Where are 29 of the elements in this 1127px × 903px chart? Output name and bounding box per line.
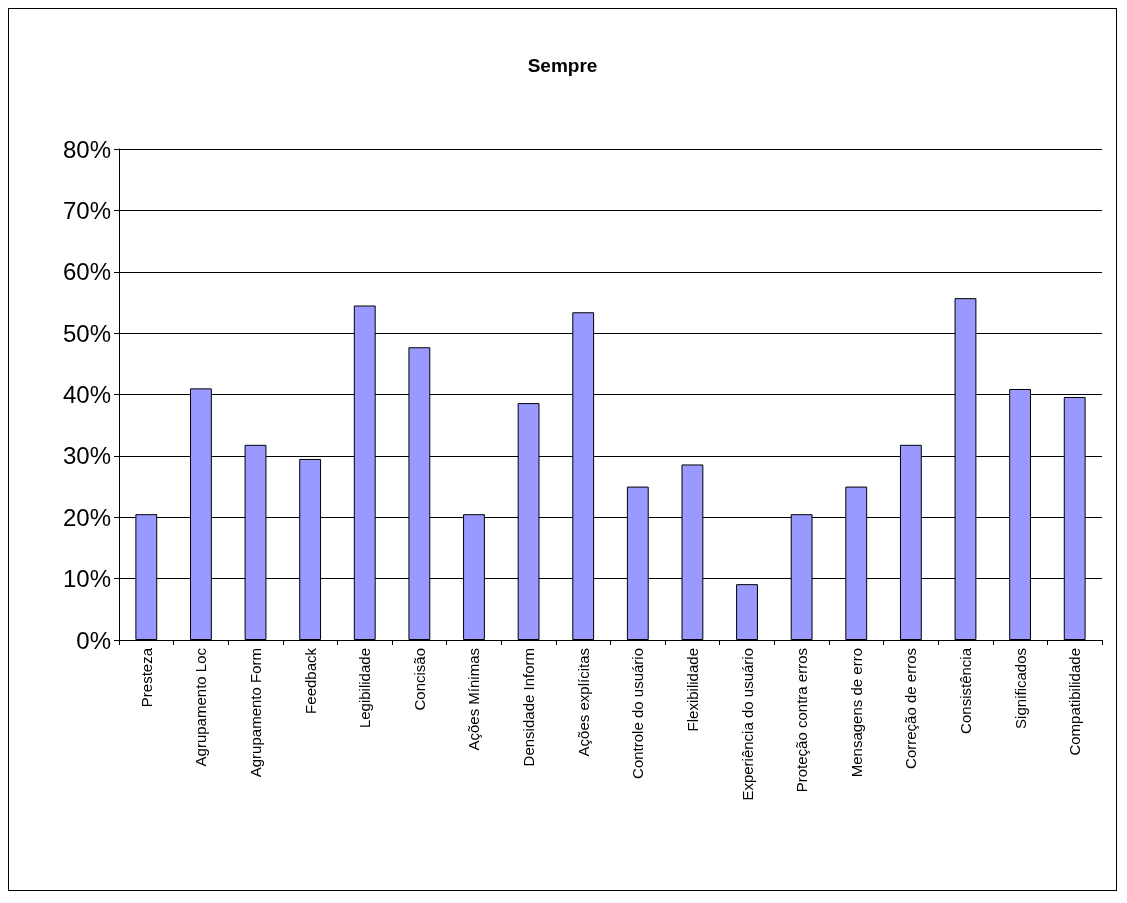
x-tick-label: Densidade Inform [520,648,538,767]
x-tick-label: Significados [1011,648,1029,729]
y-tick-label: 70% [62,196,111,224]
y-tick-label: 80% [62,135,111,163]
x-tick-label: Controle do usuário [629,648,647,779]
x-tick-label: Legibilidade [356,648,374,729]
x-tick-label: Ações explícitas [574,648,592,757]
x-tick-label: Agrupamento Form [247,648,265,778]
x-tick-label: Experiência do usuário [738,648,756,801]
x-tick-label: Compatibilidade [1066,648,1084,756]
y-tick-label: 0% [76,626,111,654]
x-tick-label: Consistência [956,647,974,734]
x-tick-label: Flexibilidade [683,648,701,732]
y-tick-label: 40% [62,381,111,408]
x-tick-label: Feedback [301,647,319,714]
y-tick-label: 60% [62,258,111,286]
y-tick-label: 50% [62,319,111,347]
y-tick-label: 10% [62,565,111,593]
x-tick-label: Ações Mínimas [465,648,483,751]
x-tick-label: Concisão [410,648,428,711]
x-tick-label: Proteção contra erros [793,648,811,793]
x-tick-label: Presteza [137,647,155,708]
bar [736,584,758,640]
x-tick-label: Correção de erros [902,648,920,769]
x-tick-label: Mensagens de erro [847,648,865,778]
y-tick-label: 30% [62,442,111,470]
chart-title: Sempre [527,55,598,76]
y-tick-label: 20% [62,503,111,531]
x-tick-label: Agrupamento Loc [192,647,210,767]
